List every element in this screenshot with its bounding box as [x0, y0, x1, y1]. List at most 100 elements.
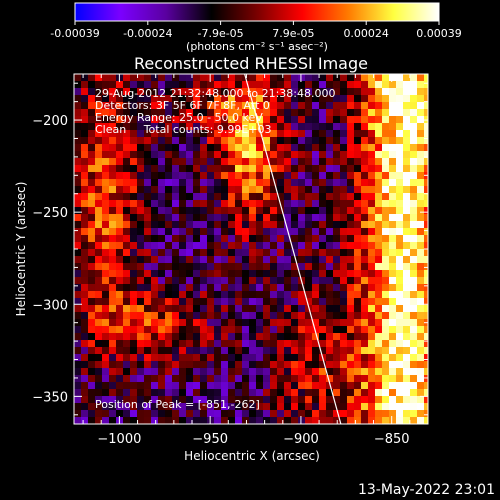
heatmap-cell [130, 305, 138, 313]
heatmap-cell [277, 186, 285, 194]
heatmap-cell [235, 382, 243, 390]
heatmap-cell [172, 165, 180, 173]
heatmap-cell [354, 172, 362, 180]
heatmap-cell [424, 389, 428, 397]
heatmap-cell [403, 235, 411, 243]
heatmap-cell [249, 333, 257, 341]
heatmap-cell [361, 347, 369, 355]
heatmap-cell [137, 319, 145, 327]
heatmap-cell [326, 263, 334, 271]
heatmap-cell [228, 172, 236, 180]
heatmap-cell [221, 123, 229, 131]
heatmap-cell [284, 382, 292, 390]
heatmap-cell [193, 221, 201, 229]
heatmap-cell [326, 305, 334, 313]
heatmap-cell [326, 235, 334, 243]
heatmap-cell [389, 88, 397, 96]
heatmap-cell [193, 130, 201, 138]
heatmap-cell [368, 249, 376, 257]
heatmap-cell [305, 172, 313, 180]
heatmap-cell [403, 193, 411, 201]
heatmap-cell [242, 340, 250, 348]
heatmap-cell [102, 151, 110, 159]
heatmap-cell [410, 354, 418, 362]
heatmap-cell [186, 221, 194, 229]
heatmap-cell [172, 368, 180, 376]
heatmap-cell [249, 109, 257, 117]
heatmap-cell [179, 193, 187, 201]
heatmap-cell [270, 256, 278, 264]
heatmap-cell [116, 305, 124, 313]
heatmap-cell [347, 270, 355, 278]
heatmap-cell [263, 270, 271, 278]
heatmap-cell [165, 326, 173, 334]
heatmap-cell [207, 396, 215, 404]
heatmap-cell [221, 200, 229, 208]
heatmap-cell [256, 277, 264, 285]
heatmap-cell [403, 417, 411, 424]
heatmap-cell [256, 172, 264, 180]
heatmap-cell [151, 347, 159, 355]
heatmap-cell [326, 137, 334, 145]
heatmap-cell [109, 291, 117, 299]
heatmap-cell [410, 389, 418, 397]
heatmap-cell [102, 284, 110, 292]
heatmap-cell [256, 256, 264, 264]
heatmap-cell [291, 151, 299, 159]
heatmap-cell [298, 74, 306, 82]
heatmap-cell [235, 347, 243, 355]
heatmap-cell [123, 95, 131, 103]
heatmap-cell [221, 186, 229, 194]
heatmap-cell [263, 284, 271, 292]
heatmap-cell [109, 403, 117, 411]
heatmap-cell [165, 109, 173, 117]
heatmap-cell [179, 242, 187, 250]
heatmap-cell [151, 151, 159, 159]
heatmap-cell [277, 151, 285, 159]
heatmap-cell [158, 298, 166, 306]
heatmap-cell [417, 263, 425, 271]
heatmap-cell [130, 186, 138, 194]
heatmap-cell [137, 137, 145, 145]
heatmap-cell [74, 382, 82, 390]
heatmap-cell [249, 361, 257, 369]
heatmap-cell [186, 235, 194, 243]
heatmap-cell [74, 228, 82, 236]
heatmap-cell [81, 410, 89, 418]
heatmap-cell [298, 137, 306, 145]
heatmap-cell [235, 298, 243, 306]
heatmap-cell [347, 214, 355, 222]
heatmap-cell [340, 151, 348, 159]
heatmap-cell [95, 291, 103, 299]
heatmap-cell [263, 193, 271, 201]
annotation-counts: Clean Total counts: 9.99E+03 [95, 123, 272, 136]
heatmap-cell [242, 354, 250, 362]
heatmap-cell [389, 263, 397, 271]
heatmap-cell [158, 207, 166, 215]
heatmap-cell [200, 291, 208, 299]
heatmap-cell [130, 326, 138, 334]
heatmap-cell [88, 214, 96, 222]
heatmap-cell [249, 403, 257, 411]
heatmap-cell [193, 361, 201, 369]
heatmap-cell [424, 354, 428, 362]
heatmap-cell [88, 88, 96, 96]
heatmap-cell [368, 368, 376, 376]
heatmap-cell [382, 165, 390, 173]
heatmap-cell [256, 193, 264, 201]
heatmap-cell [74, 193, 82, 201]
heatmap-cell [305, 74, 313, 82]
heatmap-cell [340, 347, 348, 355]
heatmap-cell [109, 368, 117, 376]
heatmap-cell [277, 235, 285, 243]
heatmap-cell [116, 221, 124, 229]
heatmap-cell [158, 95, 166, 103]
heatmap-cell [116, 137, 124, 145]
heatmap-cell [81, 368, 89, 376]
heatmap-cell [284, 200, 292, 208]
heatmap-cell [130, 333, 138, 341]
heatmap-cell [270, 326, 278, 334]
heatmap-cell [417, 396, 425, 404]
heatmap-cell [375, 375, 383, 383]
heatmap-cell [242, 319, 250, 327]
